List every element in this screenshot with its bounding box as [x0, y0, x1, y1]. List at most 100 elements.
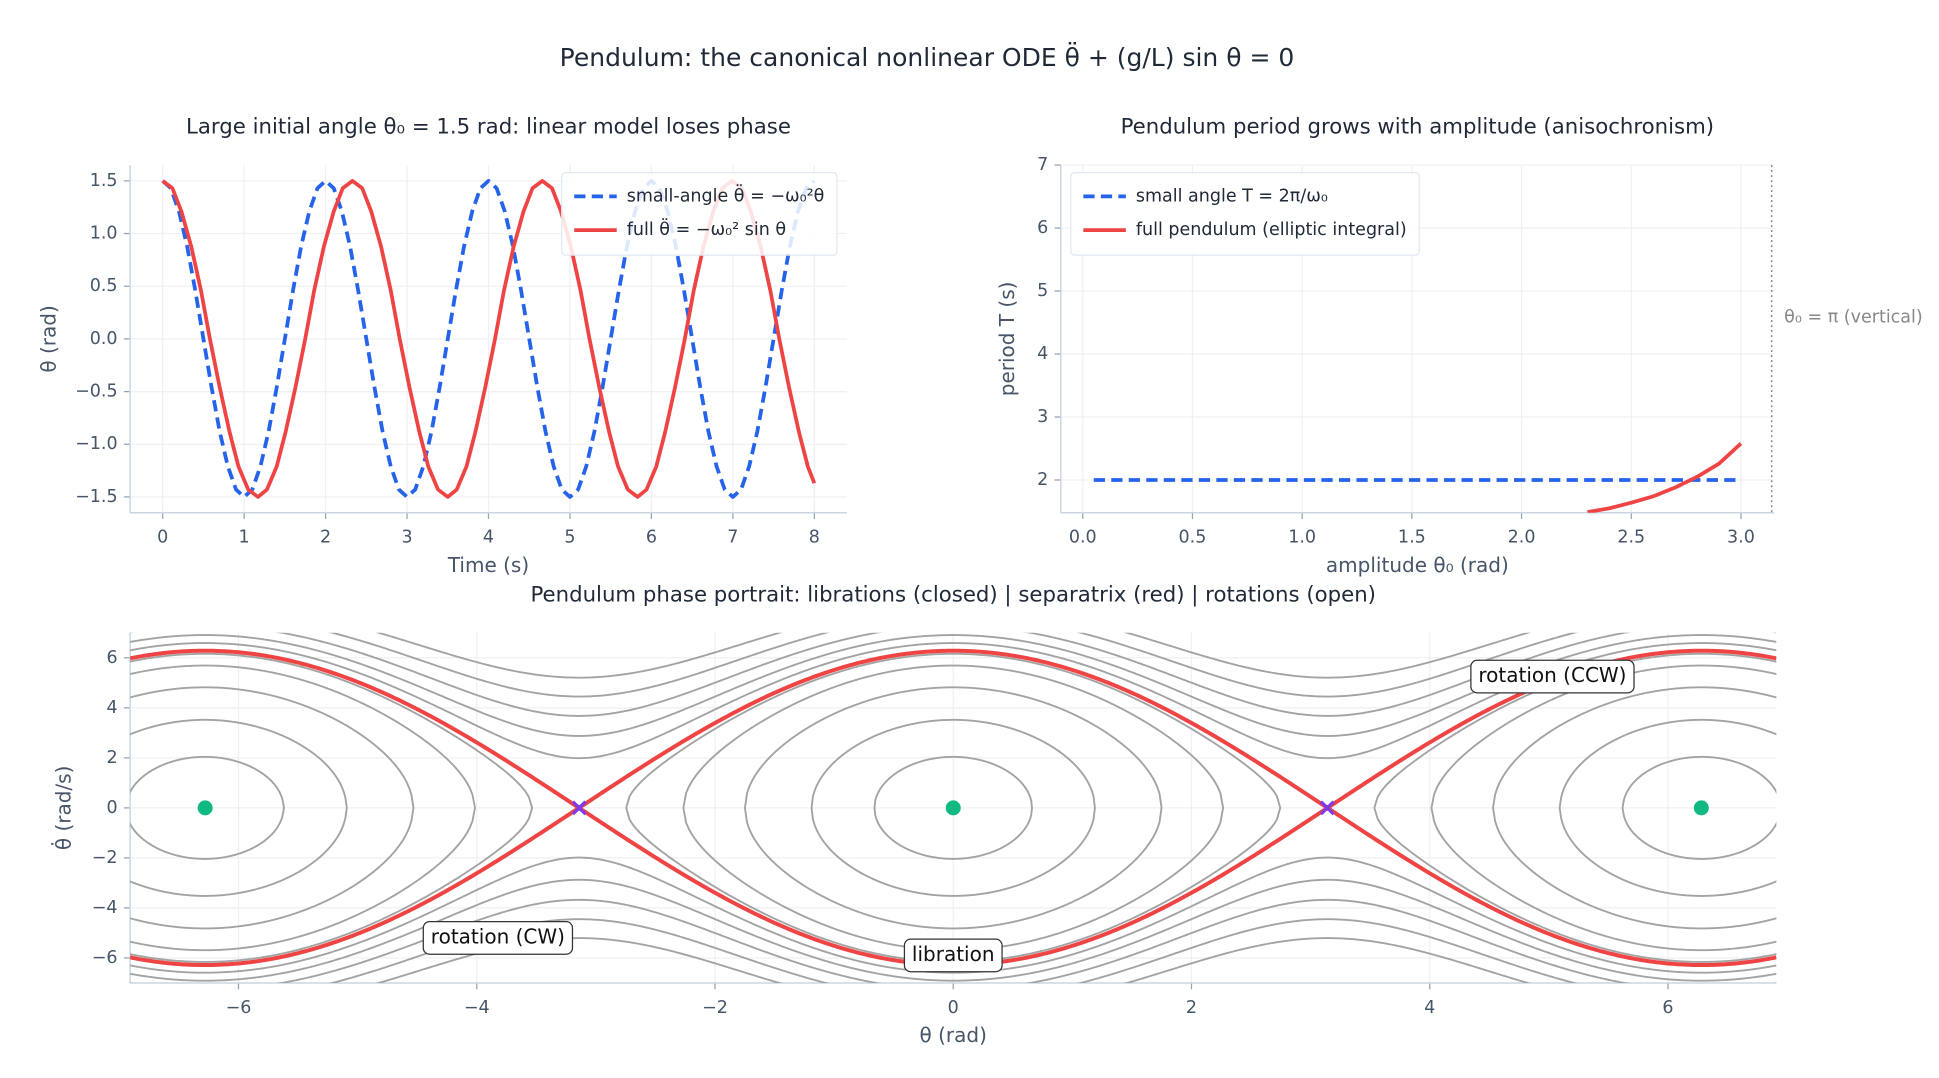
x-tick-label: 1.5 — [1398, 528, 1426, 548]
annotation-box — [422, 921, 574, 955]
y-tick-label: −2 — [92, 848, 118, 868]
saddle-point — [1319, 800, 1335, 816]
legend-label: small-angle θ̈ = −ω₀²θ — [627, 184, 825, 206]
libration-contour — [625, 652, 1282, 963]
center-point — [197, 800, 213, 816]
rotation-contour — [130, 856, 1777, 974]
y-tick-label: 0.0 — [90, 329, 118, 349]
line-series — [161, 179, 816, 499]
libration-contour — [682, 664, 1225, 952]
x-tick-label: 0 — [948, 998, 959, 1018]
separatrix — [130, 648, 1777, 810]
libration-contour — [1621, 755, 1777, 860]
y-tick-label: 4 — [106, 698, 117, 718]
libration-contour — [1558, 718, 1777, 897]
y-tick-label: −1.0 — [75, 434, 118, 454]
x-tick-label: 5 — [564, 528, 575, 548]
x-tick-label: 3 — [401, 528, 412, 548]
x-axis-label: Time (s) — [447, 553, 529, 577]
libration-contour — [130, 652, 534, 963]
libration-contour — [810, 718, 1096, 897]
x-tick-label: 8 — [809, 528, 820, 548]
x-tick-label: −6 — [226, 998, 252, 1018]
rotation-contour — [130, 898, 1777, 983]
x-tick-label: 2 — [1186, 998, 1197, 1018]
y-tick-label: 5 — [1037, 281, 1048, 301]
libration-contour — [1492, 686, 1777, 930]
y-axis-label: period T (s) — [995, 282, 1019, 397]
y-tick-label: −4 — [92, 898, 118, 918]
libration-contour — [130, 686, 415, 930]
annotation-label: rotation (CW) — [431, 924, 565, 948]
center-point — [945, 800, 961, 816]
x-tick-label: −4 — [464, 998, 490, 1018]
y-tick-label: 2 — [1037, 470, 1048, 490]
line-series — [1587, 442, 1743, 513]
x-axis-label: amplitude θ₀ (rad) — [1326, 553, 1509, 577]
y-tick-label: −0.5 — [75, 382, 118, 402]
axes-title: Large initial angle θ₀ = 1.5 rad: linear… — [186, 115, 791, 140]
x-tick-label: 0.5 — [1179, 528, 1207, 548]
y-tick-label: 0 — [106, 798, 117, 818]
y-tick-label: 1.0 — [90, 224, 118, 244]
reference-label: θ₀ = π (vertical) — [1784, 308, 1923, 328]
y-tick-label: 6 — [1037, 218, 1048, 238]
y-tick-label: 3 — [1037, 407, 1048, 427]
plot-area — [1093, 442, 1743, 513]
x-tick-label: 6 — [1662, 998, 1673, 1018]
libration-contour — [130, 718, 348, 897]
libration-contour — [130, 664, 476, 952]
annotation: rotation (CCW) — [1470, 659, 1635, 694]
x-tick-label: 4 — [1424, 998, 1435, 1018]
saddle-point — [571, 800, 587, 816]
x-tick-label: 6 — [646, 528, 657, 548]
x-tick-label: 0.0 — [1069, 528, 1097, 548]
y-tick-label: 6 — [106, 648, 117, 668]
axes-title: Pendulum phase portrait: librations (clo… — [530, 582, 1375, 607]
legend-box — [561, 171, 838, 256]
y-tick-label: −1.5 — [75, 487, 118, 507]
legend-box — [1070, 171, 1420, 256]
x-tick-label: 1 — [239, 528, 250, 548]
legend: small angle T = 2π/ω₀ full pendulum (elli… — [1070, 171, 1420, 256]
figure-title: Pendulum: the canonical nonlinear ODE θ̈… — [560, 42, 1295, 72]
x-tick-label: 4 — [483, 528, 494, 548]
x-tick-label: −2 — [702, 998, 728, 1018]
legend-label: small angle T = 2π/ω₀ — [1136, 186, 1328, 206]
libration-contour — [743, 686, 1163, 930]
libration-contour — [873, 755, 1033, 860]
rotation-contour — [375, 632, 1531, 679]
y-tick-label: 4 — [1037, 344, 1048, 364]
center-point — [1693, 800, 1709, 816]
x-tick-label: 7 — [727, 528, 738, 548]
annotation-label: rotation (CCW) — [1478, 663, 1626, 687]
x-tick-label: 3.0 — [1727, 528, 1755, 548]
annotation: rotation (CW) — [422, 921, 574, 955]
annotation-box — [1470, 659, 1635, 694]
libration-contour — [130, 755, 285, 860]
axes: 0 1 2 3 4 5 6 7 8 −1.5 −1.0 −0.5 0.0 0.5 1.0 1.5 Large i… — [37, 115, 847, 577]
y-tick-label: 7 — [1037, 155, 1048, 175]
x-tick-label: 2.5 — [1617, 528, 1645, 548]
rotation-contour — [328, 918, 1578, 983]
y-tick-label: 2 — [106, 748, 117, 768]
x-tick-label: 0 — [157, 528, 168, 548]
annotation: libration — [903, 938, 1003, 973]
y-tick-label: −6 — [92, 948, 118, 968]
legend-label: full pendulum (elliptic integral) — [1136, 220, 1407, 240]
x-tick-label: 2 — [320, 528, 331, 548]
annotation-label: libration — [912, 942, 995, 966]
rotation-contour — [375, 937, 1531, 983]
x-tick-label: 2.0 — [1508, 528, 1536, 548]
rotation-contour — [328, 632, 1578, 698]
legend: small-angle θ̈ = −ω₀²θ full θ̈ = −ω₀² sin… — [561, 171, 838, 256]
axes: −6 −4 −2 0 2 4 6 −6 −4 −2 0 2 4 6 Pendulum phase portr… — [51, 582, 1777, 1047]
legend-label: full θ̈ = −ω₀² sin θ — [627, 218, 786, 240]
x-axis-label: θ (rad) — [920, 1023, 987, 1047]
rotation-contour — [130, 878, 1777, 982]
y-axis-label: θ̇ (rad/s) — [51, 766, 76, 851]
y-tick-label: 1.5 — [90, 171, 118, 191]
annotation-box — [903, 938, 1003, 973]
y-axis-label: θ (rad) — [37, 305, 61, 372]
